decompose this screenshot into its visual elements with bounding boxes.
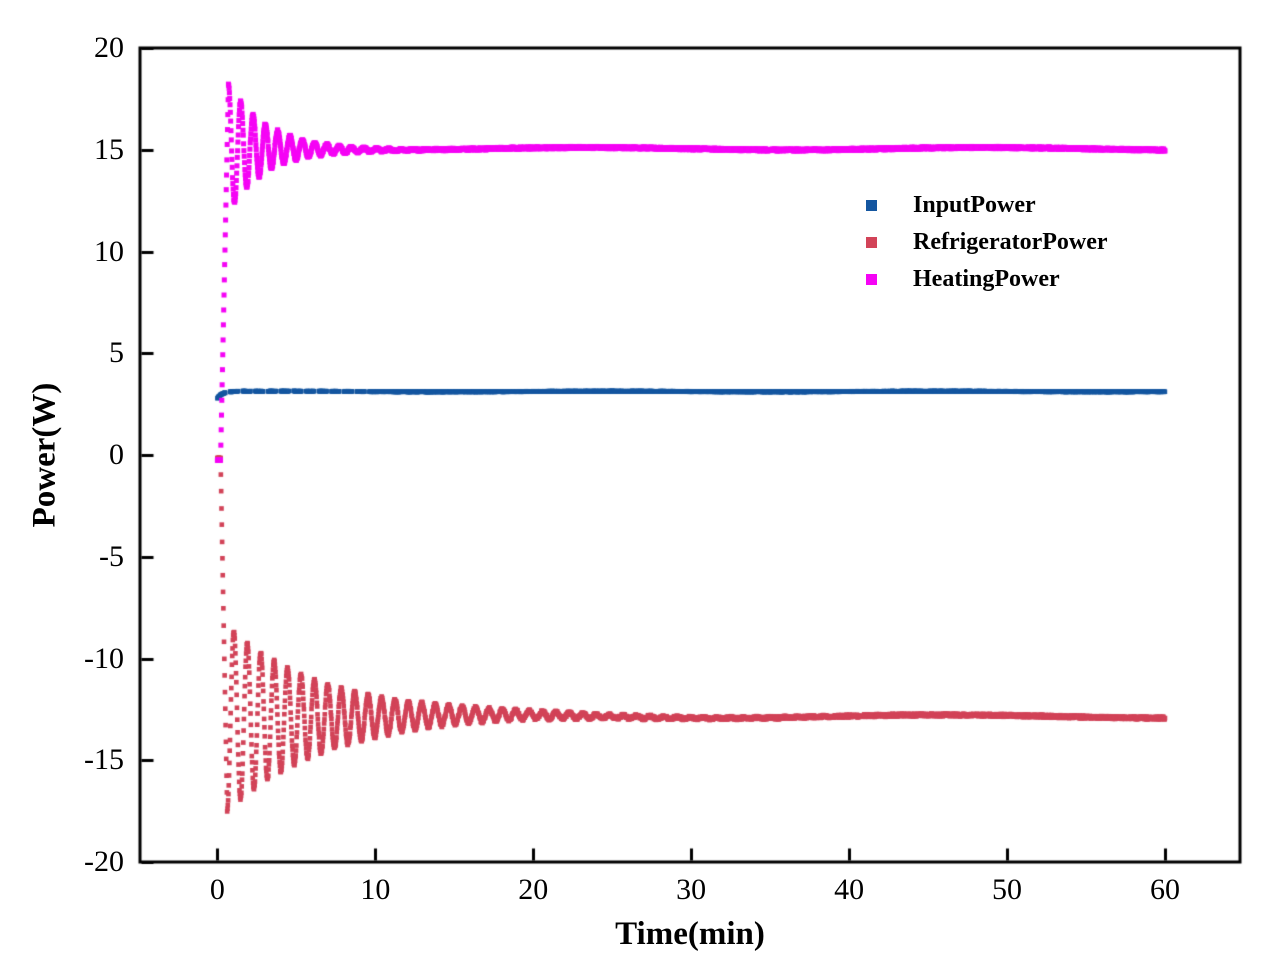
x-tick-label: 20 bbox=[518, 873, 549, 906]
x-tick-label: 50 bbox=[992, 873, 1023, 906]
legend-item-inputpower: InputPower bbox=[866, 187, 1108, 224]
x-tick-label: 10 bbox=[360, 873, 391, 906]
x-tick-label: 60 bbox=[1149, 873, 1180, 906]
y-tick-label: 5 bbox=[109, 336, 124, 370]
inputpower-marker-icon bbox=[866, 200, 877, 211]
y-tick-label: -20 bbox=[84, 845, 124, 878]
heatingpower-marker-icon bbox=[866, 274, 877, 285]
legend: InputPower RefrigeratorPower HeatingPowe… bbox=[866, 187, 1108, 298]
y-tick-label: -5 bbox=[99, 539, 124, 573]
legend-item-heatingpower: HeatingPower bbox=[866, 261, 1108, 298]
legend-label-refrigeratorpower: RefrigeratorPower bbox=[913, 229, 1108, 255]
x-tick-label: 40 bbox=[834, 873, 865, 906]
x-tick-label: 30 bbox=[676, 873, 707, 906]
legend-label-heatingpower: HeatingPower bbox=[913, 266, 1060, 292]
refrigeratorpower-marker-icon bbox=[866, 237, 877, 248]
legend-item-refrigeratorpower: RefrigeratorPower bbox=[866, 224, 1108, 261]
y-tick-label: 20 bbox=[94, 31, 124, 64]
y-tick-label: -10 bbox=[84, 641, 124, 675]
y-tick-label: 10 bbox=[94, 234, 124, 268]
y-tick-label: 15 bbox=[94, 132, 124, 166]
x-axis-title: Time(min) bbox=[615, 916, 765, 952]
y-tick-label: -15 bbox=[84, 743, 124, 777]
y-tick-label: 0 bbox=[109, 438, 124, 471]
legend-label-inputpower: InputPower bbox=[913, 192, 1036, 218]
x-tick-label: 0 bbox=[209, 873, 225, 906]
